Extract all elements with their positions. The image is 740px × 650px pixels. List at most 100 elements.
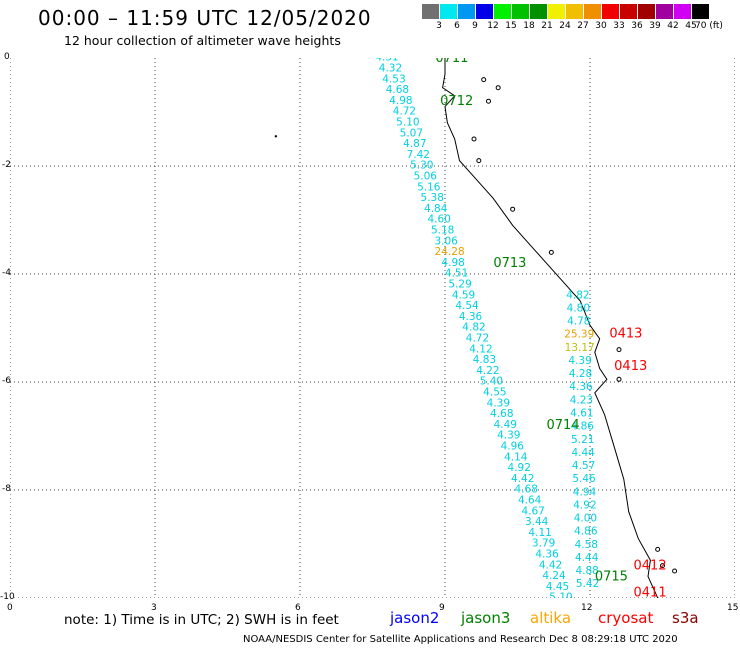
wave-height-label: 4.53: [382, 73, 405, 85]
wave-height-label: 4.36: [569, 381, 593, 393]
wave-height-label: 4.45: [546, 581, 569, 593]
wave-height-label: 4.68: [490, 408, 513, 420]
wave-height-label: 7.42: [407, 149, 430, 161]
wave-height-label: 4.11: [528, 527, 551, 539]
wave-height-label: 3.79: [532, 538, 555, 550]
wave-height-label: 4.39: [497, 430, 520, 442]
island-marker: [510, 206, 516, 212]
colorbar-label: 15: [505, 21, 517, 31]
wave-height-label: 4.83: [473, 354, 496, 366]
island-marker: [660, 563, 665, 569]
y-tick-label: -4: [2, 268, 11, 278]
colorbar-label: 21: [541, 21, 553, 31]
x-tick-label: 15: [727, 603, 739, 613]
x-tick-label: 0: [7, 603, 13, 613]
x-tick-label: 12: [581, 603, 593, 613]
y-tick-label: -6: [2, 376, 11, 386]
wave-height-label: 13.17: [565, 342, 595, 354]
wave-height-label: 4.14: [504, 451, 528, 463]
wave-height-label: 5.29: [448, 279, 471, 291]
colorbar-swatch: [602, 4, 620, 19]
island-marker: [471, 136, 477, 142]
x-tick-label: 9: [439, 603, 445, 613]
island-marker: [481, 77, 487, 83]
y-tick-label: 0: [4, 52, 10, 62]
island-marker: [655, 546, 661, 552]
legend-jason2: jason2: [390, 609, 440, 627]
wave-height-label: 5.46: [572, 473, 596, 485]
wave-height-label: 4.92: [573, 499, 596, 511]
pass-label: 0413: [614, 359, 647, 374]
colorbar-label: 70 (ft): [695, 21, 723, 31]
colorbar: 3 6 9 12 15 18 21 24 27 30 33 36 39 42 45 70 (ft): [422, 0, 732, 36]
wave-height-label: 5.21: [571, 434, 594, 446]
colorbar-swatch: [674, 4, 692, 19]
y-tick-label: -2: [2, 160, 11, 170]
map-plot: 4.514.324.534.684.984.725.105.074.877.42…: [9, 51, 736, 604]
wave-height-label: 4.44: [571, 447, 595, 459]
colorbar-label: 36: [631, 21, 643, 31]
y-tick-label: -10: [0, 592, 15, 602]
wave-height-label: 4.28: [569, 368, 592, 380]
wave-height-label: 5.40: [480, 376, 503, 388]
wave-height-label: 5.42: [576, 578, 599, 590]
colorbar-label: 12: [487, 21, 499, 31]
island-marker: [495, 85, 501, 91]
legend-s3a: s3a: [672, 609, 699, 627]
island-marker: [476, 158, 482, 164]
wave-height-label: 4.84: [424, 203, 448, 215]
legend-note: note: 1) Time is in UTC; 2) SWH is in fe…: [64, 612, 339, 628]
island-marker: [616, 376, 622, 382]
x-tick-label: 6: [295, 603, 301, 613]
wave-height-label: 5.10: [549, 592, 572, 598]
wave-height-label: 4.98: [441, 257, 464, 269]
wave-height-label: 4.12: [469, 343, 492, 355]
colorbar-swatch: [512, 4, 530, 19]
wave-height-label: 4.86: [571, 421, 595, 433]
wave-height-label: 4.54: [455, 300, 479, 312]
wave-height-label: 3.44: [525, 516, 549, 528]
wave-height-label: 4.67: [521, 505, 544, 517]
map-canvas: 4.514.324.534.684.984.725.105.074.877.42…: [9, 51, 736, 604]
wave-height-label: 4.68: [386, 84, 409, 96]
wave-height-label: 4.58: [575, 539, 598, 551]
colorbar-label: 45: [685, 21, 697, 31]
colorbar-swatch: [530, 4, 548, 19]
colorbar-label: 39: [649, 21, 661, 31]
wave-height-label: 4.88: [575, 565, 598, 577]
wave-height-label: 4.78: [567, 316, 590, 328]
wave-height-label: 4.92: [508, 462, 531, 474]
colorbar-swatch: [584, 4, 602, 19]
wave-height-label: 4.51: [445, 268, 468, 280]
pass-label: 0712: [440, 94, 473, 109]
coastline: [442, 58, 659, 599]
wave-height-label: 4.61: [570, 407, 593, 419]
wave-height-label: 4.72: [466, 333, 489, 345]
wave-height-label: 4.22: [476, 365, 499, 377]
wave-height-label: 4.36: [459, 311, 483, 323]
island-marker: [486, 98, 491, 104]
colorbar-swatch: [566, 4, 584, 19]
footer-credit: NOAA/NESDIS Center for Satellite Applica…: [243, 634, 678, 645]
colorbar-swatch: [494, 4, 512, 19]
island-marker: [548, 249, 554, 255]
page-title: 00:00 – 11:59 UTC 12/05/2020: [38, 6, 372, 30]
wave-height-label: 4.39: [568, 355, 591, 367]
x-tick-label: 3: [151, 603, 157, 613]
colorbar-swatch: [692, 4, 710, 19]
wave-height-label: 4.42: [511, 473, 534, 485]
pass-label: 0714: [547, 418, 580, 433]
wave-height-label: 4.42: [539, 559, 562, 571]
page-subtitle: 12 hour collection of altimeter wave hei…: [64, 33, 341, 48]
wave-height-label: 4.82: [462, 322, 485, 334]
wave-height-label: 5.16: [417, 181, 441, 193]
wave-height-label: 4.44: [575, 552, 599, 564]
wave-height-label: 4.94: [573, 486, 597, 498]
colorbar-label: 6: [454, 21, 460, 31]
colorbar-label: 18: [523, 21, 535, 31]
wave-height-label: 4.72: [393, 106, 416, 118]
wave-height-label: 4.82: [566, 289, 589, 301]
pass-label: 0411: [634, 586, 667, 598]
wave-height-label: 4.98: [389, 95, 412, 107]
wave-height-label: 3.06: [434, 235, 458, 247]
